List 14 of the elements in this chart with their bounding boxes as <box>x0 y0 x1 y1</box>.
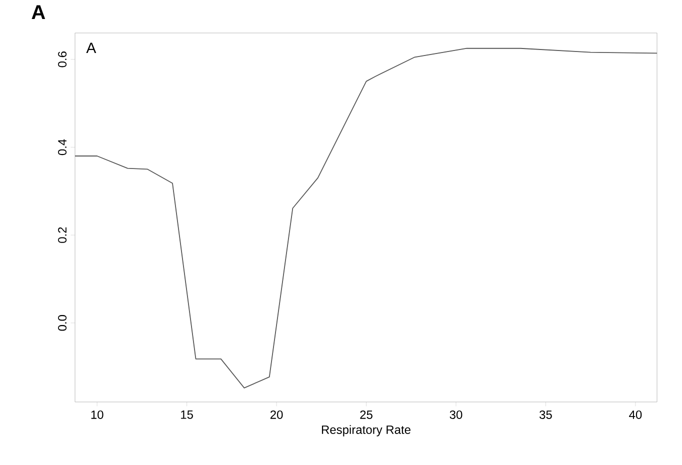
x-tick-label: 15 <box>181 410 193 419</box>
x-tick-label: 30 <box>450 410 462 419</box>
annotation: A <box>86 42 96 54</box>
x-tick-label: 10 <box>91 410 104 419</box>
y-tick-label: 0.0 <box>58 315 67 331</box>
x-tick-label: 20 <box>270 410 283 419</box>
y-tick-label: 0.2 <box>58 227 67 243</box>
y-tick-label: 0.6 <box>58 52 67 68</box>
x-tick-label: 35 <box>540 410 552 419</box>
x-tick-label: 25 <box>360 410 372 419</box>
x-axis-title: Respiratory Rate <box>322 425 410 436</box>
y-tick-label: 0.4 <box>58 139 67 156</box>
x-tick-label: 40 <box>629 410 642 419</box>
text: A <box>32 5 46 19</box>
